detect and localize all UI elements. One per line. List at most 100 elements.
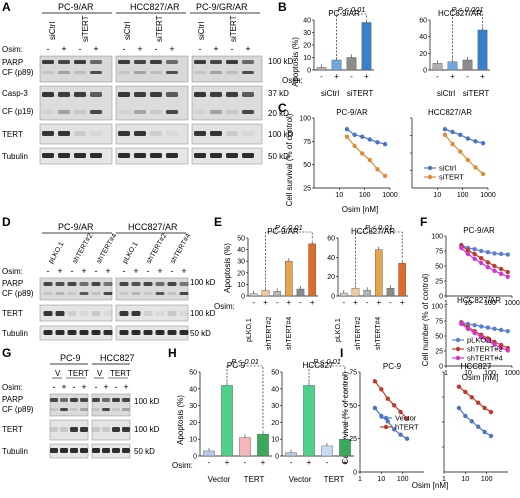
blot-band [119,282,129,286]
data-point [379,413,384,419]
blot-band [90,131,102,136]
blot-band [210,92,222,97]
osim-sign: - [389,298,392,307]
data-point [442,127,448,132]
data-point [465,136,471,141]
chart-title: PC-9/AR [328,9,360,18]
blot-band [150,131,162,136]
data-point [463,389,468,395]
osim-sign: + [169,44,174,54]
blot-band [119,330,129,335]
blot-band [167,282,177,286]
p-value-label: P < 0.01 [231,357,259,366]
data-point [488,433,494,439]
cell-line-label: PC-9/AR [58,2,94,12]
data-point [479,248,484,254]
x-axis-label: Osim [nM] [412,481,448,490]
x-tick-label: 1000 [382,192,398,199]
bar [361,22,372,71]
row-label: TERT [2,309,23,318]
row-label: CF (p89) [2,289,34,298]
treatment-label: V [97,369,103,378]
legend-marker [383,424,389,430]
data-point [475,400,481,405]
legend-marker [427,165,433,171]
treatment-label: TERT [244,475,265,484]
treatment-label: siTERT [347,89,374,98]
treatment-label: shTERT#2 [266,317,273,350]
blot-band [150,153,162,158]
chart-title: PC-9/AR [267,227,299,236]
bar [261,290,270,297]
significance-bracket [355,231,403,285]
osim-sign: + [81,266,86,276]
y-tick-label: 50 [237,236,245,243]
data-point [344,134,350,139]
data-point [485,265,491,270]
y-tick-label: 20 [189,420,197,427]
legend-label: siTERT [439,173,464,182]
row-label: PARP [2,395,23,404]
y-axis-label: Cell survival (% of control) [285,113,294,206]
chart-title: PC-9 [383,362,402,371]
blot-band [42,92,54,97]
blot-band [143,292,153,295]
panel-a-blot: PC-9/AR HCC827/AR PC-9/GR/AR siCtrl siTE… [2,2,294,165]
blot-band [134,71,146,74]
osim-sign: - [252,298,255,307]
osim-sign: - [95,382,98,392]
data-point [450,141,455,147]
osim-sign: + [103,382,108,392]
osim-sign: - [436,72,439,81]
blot-band [122,398,130,402]
panel-letter-c: C [278,101,287,115]
data-point [360,134,365,139]
mw-label: 50 kD [134,447,155,456]
mw-label: 20 kD [268,109,289,118]
blot-band [42,60,54,64]
blot-band [112,448,120,453]
legend-label: pLKO.1 [467,336,492,345]
osim-label: Osim: [282,76,303,85]
blot-band [70,448,78,453]
y-axis-label: Cell number (% of control) [421,273,430,366]
chart-title: PC-9/AR [336,108,368,117]
data-point [404,416,410,421]
blot-band [166,153,178,158]
blot-band [90,153,102,158]
blot-band [194,71,206,74]
data-point [352,143,357,149]
cell-line-label: HCC827/AR [128,222,178,232]
osim-sign: - [244,458,247,467]
blot-band [80,448,88,453]
data-point [375,167,380,172]
data-point [372,379,378,384]
blot-band [226,131,238,136]
osim-sign: + [81,382,86,392]
blot-band [50,408,58,411]
bar [203,450,215,457]
treatment-label: shTERT#4 [96,233,119,265]
data-point [472,251,477,257]
blot-band [102,448,110,453]
y-tick-label: 30 [237,259,245,266]
data-point [379,387,384,392]
blot-band [74,153,86,158]
y-tick-label: 25 [303,186,311,193]
bar [386,288,395,297]
data-point [488,409,494,415]
blot-band [90,71,102,74]
blot-band [242,110,254,114]
y-tick-label: 100 [431,234,443,241]
y-tick-label: 40 [189,386,197,393]
significance-bracket [226,365,264,431]
treatment-label: siTERT [155,15,164,42]
data-point [367,137,373,142]
treatment-label: Vector [289,475,312,484]
panel-d-blot: PC-9/AR HCC827/AR pLKO.1 shTERT#2 shTERT… [2,222,216,341]
treatment-label: siCtrl [197,22,206,40]
treatment-label: siTERT [463,89,490,98]
osim-sign: - [147,266,150,276]
data-point [505,348,510,353]
osim-sign: + [181,266,186,276]
